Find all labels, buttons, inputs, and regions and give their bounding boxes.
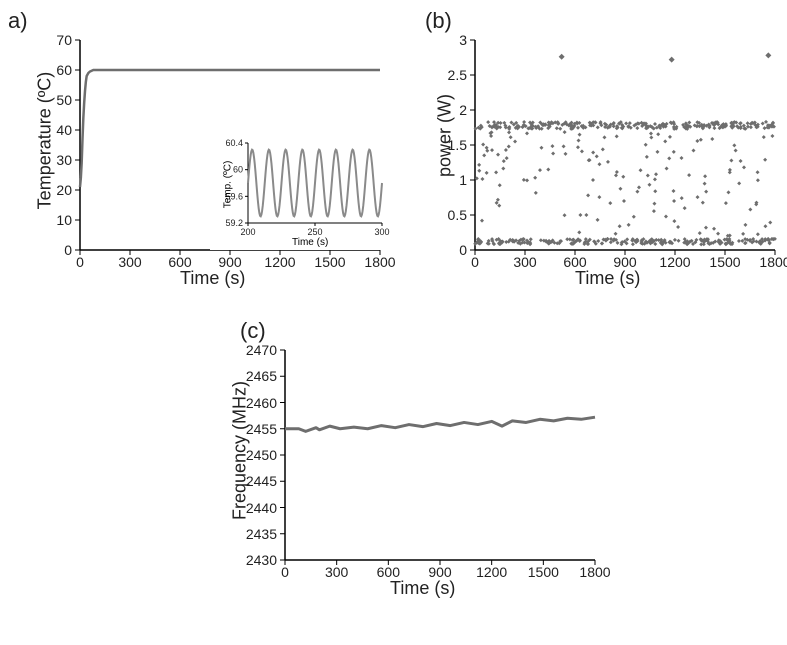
x-tick: 1500 [528,564,559,580]
chart-b-ylabel: power (W) [435,66,456,206]
y-tick: 2465 [246,368,277,384]
x-tick: 900 [613,254,636,270]
panel-a: a) Temperature (ºC) Time (s) 03006009001… [10,10,400,300]
panel-c: (c) Frequency (MHz) Time (s) 03006009001… [190,320,620,620]
y-tick: 0 [64,242,72,258]
svg-text:59.2: 59.2 [225,218,243,228]
y-tick: 2460 [246,395,277,411]
y-tick: 0.5 [448,207,467,223]
x-tick: 1200 [476,564,507,580]
y-tick: 1.5 [448,137,467,153]
y-tick: 70 [56,32,72,48]
chart-b-svg [475,40,775,250]
x-tick: 600 [563,254,586,270]
y-tick: 2430 [246,552,277,568]
chart-a-ylabel: Temperature (ºC) [35,51,56,231]
x-tick: 0 [471,254,479,270]
y-tick: 2450 [246,447,277,463]
chart-c-svg [285,350,595,560]
x-tick: 1800 [759,254,787,270]
panel-b-label: (b) [425,8,452,34]
svg-text:250: 250 [307,227,322,237]
y-tick: 50 [56,92,72,108]
x-tick: 0 [76,254,84,270]
y-tick: 30 [56,152,72,168]
y-tick: 2470 [246,342,277,358]
svg-text:60.4: 60.4 [225,138,243,148]
y-tick: 2445 [246,473,277,489]
x-tick: 1200 [264,254,295,270]
chart-c [285,350,595,560]
y-tick: 2.5 [448,67,467,83]
y-tick: 0 [459,242,467,258]
y-tick: 2435 [246,526,277,542]
x-tick: 900 [218,254,241,270]
y-tick: 1 [459,172,467,188]
x-tick: 1800 [364,254,395,270]
x-tick: 0 [281,564,289,580]
x-tick: 1500 [709,254,740,270]
x-tick: 1200 [659,254,690,270]
x-tick: 300 [513,254,536,270]
chart-c-xlabel: Time (s) [390,578,455,599]
chart-b [475,40,775,250]
y-tick: 20 [56,182,72,198]
y-tick: 10 [56,212,72,228]
chart-a-xlabel: Time (s) [180,268,245,289]
y-tick: 40 [56,122,72,138]
inset-ylabel: Temp. (ºC) [222,161,233,209]
svg-text:200: 200 [240,227,255,237]
panel-c-label: (c) [240,318,266,344]
panel-a-label: a) [8,8,28,34]
y-tick: 60 [56,62,72,78]
y-tick: 2440 [246,500,277,516]
chart-b-xlabel: Time (s) [575,268,640,289]
y-tick: 2455 [246,421,277,437]
x-tick: 300 [325,564,348,580]
y-tick: 2 [459,102,467,118]
x-tick: 600 [377,564,400,580]
x-tick: 600 [168,254,191,270]
x-tick: 1500 [314,254,345,270]
figure: a) Temperature (ºC) Time (s) 03006009001… [10,10,777,635]
x-tick: 900 [428,564,451,580]
svg-text:300: 300 [374,227,389,237]
y-tick: 3 [459,32,467,48]
chart-a-inset-svg: 20025030059.259.66060.4 [210,135,390,250]
x-tick: 300 [118,254,141,270]
chart-a-inset: 20025030059.259.66060.4 Temp. (ºC) Time … [210,135,390,250]
svg-text:60: 60 [233,165,243,175]
inset-xlabel: Time (s) [292,237,328,248]
panel-b: (b) power (W) Time (s) 0 300 600 900 1200 150… [405,10,787,300]
x-tick: 1800 [579,564,610,580]
